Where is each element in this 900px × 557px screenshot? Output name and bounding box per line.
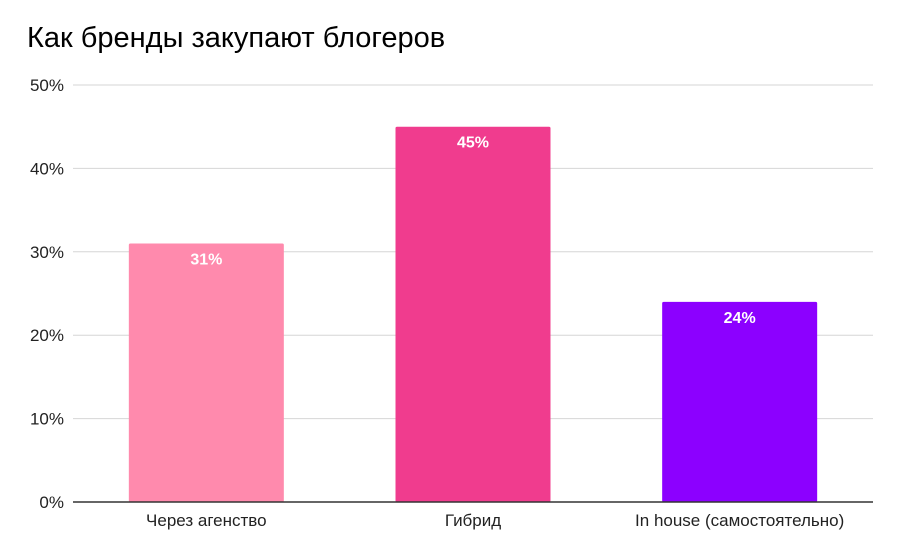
data-label: 31% bbox=[190, 251, 222, 268]
y-tick-label: 20% bbox=[30, 326, 64, 345]
data-label: 24% bbox=[724, 310, 756, 327]
y-tick-label: 40% bbox=[30, 159, 64, 178]
x-axis-labels: Через агенство Гибрид In house (самостояте… bbox=[146, 511, 844, 530]
bar-group: 31% bbox=[128, 243, 284, 502]
bars: 31% 45% 24% bbox=[128, 126, 818, 502]
y-tick-label: 10% bbox=[30, 410, 64, 429]
data-label: 45% bbox=[457, 135, 489, 152]
x-category-label: Гибрид bbox=[445, 511, 501, 530]
y-tick-label: 50% bbox=[30, 76, 64, 95]
chart-title: Как бренды закупают блогеров bbox=[27, 22, 446, 54]
y-tick-label: 0% bbox=[39, 493, 64, 512]
bar-group: 24% bbox=[662, 301, 818, 502]
bar bbox=[128, 243, 284, 502]
bar bbox=[395, 126, 551, 502]
bar-group: 45% bbox=[395, 126, 551, 502]
x-category-label: Через агенство bbox=[146, 511, 267, 530]
x-category-label: In house (самостоятельно) bbox=[635, 511, 844, 530]
bar bbox=[662, 301, 818, 502]
y-tick-label: 30% bbox=[30, 243, 64, 262]
y-axis-ticks: 0% 10% 20% 30% 40% 50% bbox=[30, 76, 64, 512]
